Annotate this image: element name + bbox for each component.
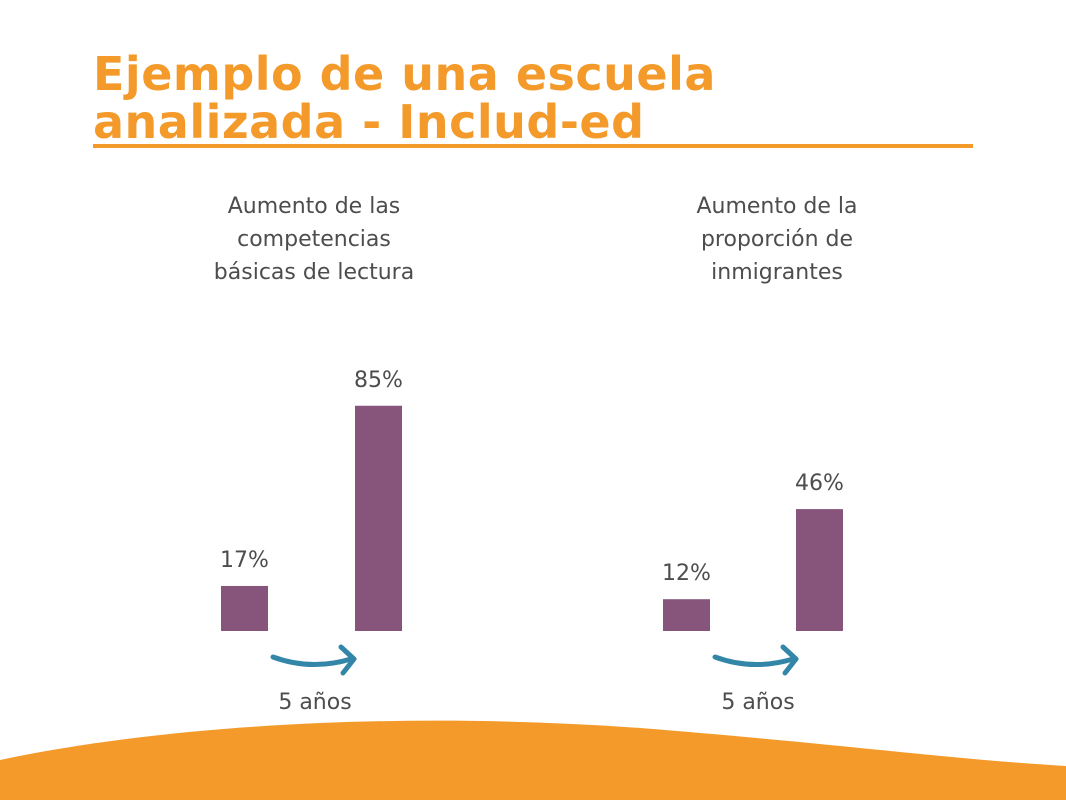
chart-1-title-line: básicas de lectura	[213, 260, 415, 285]
chart-1-title: Aumento de las competencias básicas de l…	[164, 190, 464, 289]
chart-1-value-label-1: 17%	[220, 548, 269, 573]
orange-wave	[0, 720, 1066, 800]
slide-title: Ejemplo de una escuela analizada - Inclu…	[93, 50, 716, 146]
chart-2-title-line: Aumento de la	[696, 194, 858, 219]
chart-2-title-line: inmigrantes	[711, 260, 843, 285]
chart-1-annotation: 5 años	[278, 690, 351, 715]
chart-2-bar-2	[796, 509, 843, 631]
chart-2-bar-1	[663, 599, 710, 631]
chart-2-title: Aumento de la proporción de inmigrantes	[627, 190, 927, 289]
title-underline	[93, 144, 973, 148]
chart-1-value-label-2: 85%	[354, 368, 403, 393]
slide-title-line-2: analizada - Includ-ed	[93, 95, 645, 149]
chart-2-annotation: 5 años	[721, 690, 794, 715]
chart-1-bar-1	[221, 585, 268, 631]
chart-1-title-line: Aumento de las	[227, 194, 401, 219]
curved-arrow-icon	[270, 644, 357, 676]
chart-1-bar-2	[355, 405, 402, 631]
curved-arrow-icon	[712, 644, 799, 676]
chart-2-title-line: proporción de	[700, 227, 854, 252]
slide-title-line-1: Ejemplo de una escuela	[93, 47, 716, 101]
chart-2-value-label-1: 12%	[662, 561, 711, 586]
chart-2-value-label-2: 46%	[795, 471, 844, 496]
chart-1-title-line: competencias	[237, 227, 391, 252]
